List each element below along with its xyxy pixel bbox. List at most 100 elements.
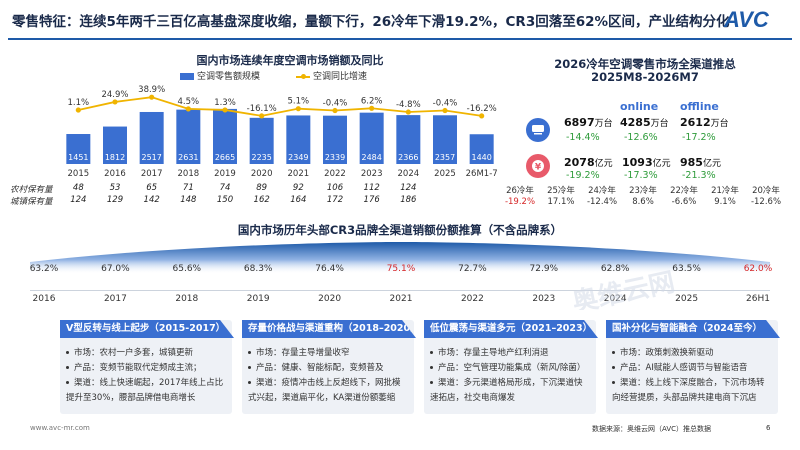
yoy-cell: 21冷年 9.1% [707, 186, 743, 208]
phase-panel: 国补分化与智能融合（2024至今） 市场：政策刺激换新驱动 产品：AI赋能人感调节与… [606, 320, 780, 414]
legend-bar-swatch [180, 73, 194, 80]
phase-panel-title: 国补分化与智能融合（2024至今） [606, 320, 780, 338]
bar-2017 [139, 111, 164, 164]
phase-panel-line: 市场：存量主导增量收窄 [248, 346, 350, 358]
growth-point [185, 106, 191, 112]
kpi-volume-online: 4285万台 [620, 116, 669, 129]
stock-row-label: 城镇保有量 [10, 197, 53, 207]
bullet-icon [612, 351, 615, 354]
stock-cell: 92 [292, 183, 304, 193]
share-value-label: 68.3% [243, 264, 273, 274]
phase-panel: V型反转与线上起步（2015-2017） 市场：农村一户多套，城镇更新 产品：变频节… [60, 320, 234, 414]
x-tick-label: 2018 [178, 169, 200, 179]
growth-point [442, 107, 448, 114]
right-panel-title: 2026冷年空调零售市场全渠道推总 2025M8-2026M7 [500, 58, 790, 84]
phase-panel-line: 市场：政策刺激换新驱动 [612, 346, 714, 358]
phase-panel-line: 产品：健康、智能标配，变频普及 [248, 361, 384, 373]
growth-line [78, 96, 482, 117]
phase-panel-title: 低位震荡与渠道多元（2021–2023） [424, 320, 598, 338]
share-chart-title: 国内市场历年头部CR3品牌全渠道销额份额推算（不含品牌系） [237, 223, 563, 237]
legend-line-swatch [296, 73, 310, 79]
x-tick-label: 2024 [398, 169, 420, 179]
kpi-volume-offline-unit: 万台 [710, 119, 729, 129]
yoy-value: -6.6% [671, 197, 697, 207]
x-tick-label: 2019 [214, 169, 236, 179]
phase-panel-text: 市场：存量主导增量收窄 [256, 348, 350, 358]
bar-2024 [396, 115, 421, 164]
share-value-label: 63.2% [29, 264, 59, 274]
kpi-value-offline-unit: 亿元 [702, 159, 721, 169]
growth-point [369, 105, 375, 111]
stock-cell: 71 [182, 183, 194, 193]
phase-panel-extra: 速拓店，社交电商爆发 [430, 393, 516, 403]
bullet-icon [430, 381, 433, 384]
kpi-volume-total-change: -14.4% [566, 132, 600, 143]
share-year-label: 2018 [175, 294, 199, 304]
kpi-value-offline-value: 985 [680, 156, 703, 169]
share-band [30, 242, 770, 274]
stock-cell: 176 [363, 195, 380, 205]
growth-label: 1.1% [68, 98, 90, 108]
share-value-label: 76.4% [315, 264, 344, 274]
bullet-icon [66, 351, 69, 354]
yoy-cell: 25冷年 17.1% [543, 186, 579, 208]
x-tick-label: 2025 [434, 169, 456, 179]
bar-value-label: 2631 [178, 153, 198, 162]
bullet-icon [248, 366, 251, 369]
phase-panel: 存量价格战与渠道重构（2018–2020） 市场：存量主导增量收窄 产品：健康、智能… [242, 320, 416, 414]
share-year-label: 26H1 [746, 294, 770, 304]
bar-2015 [66, 134, 91, 164]
bar-2016 [103, 126, 127, 164]
yoy-value: -12.4% [586, 197, 618, 207]
footer-url[interactable]: www.avc-mr.com [30, 424, 90, 432]
phase-panel-text: 渠道：线上线下深度融合，下沉市场转 [620, 378, 765, 388]
phase-panel-extra: 向经营提质，头部品牌共建电商下沉店 [612, 393, 757, 403]
growth-label: 38.9% [138, 85, 165, 95]
stock-cell: 124 [400, 183, 417, 193]
stock-cell: 65 [146, 183, 158, 193]
share-year-label: 2017 [103, 294, 127, 304]
phase-panel-text: 渠道：疫情冲击线上反超线下，网批模 [256, 378, 401, 388]
stock-row: 农村保有量 48 53 65 71 74 89 92 106 112 124 [10, 183, 496, 195]
stock-cell: 124 [70, 195, 87, 205]
growth-label: 6.2% [361, 96, 383, 106]
yoy-year: 23冷年 [629, 186, 657, 196]
stock-cell: 186 [400, 195, 417, 205]
bullet-icon [66, 366, 69, 369]
phase-panel: 低位震荡与渠道多元（2021–2023） 市场：存量主导地产红利消退 产品：空气管理… [424, 320, 598, 414]
bar-value-label: 2357 [435, 153, 455, 162]
share-year-label: 2019 [246, 294, 270, 304]
bar-2019 [213, 108, 237, 164]
bar-26M1-7 [469, 134, 494, 164]
phase-panel-text: 产品：变频节能取代定频成主流； [74, 363, 202, 373]
share-year-label: 2016 [32, 294, 56, 304]
growth-point [332, 107, 338, 114]
kpi-value-total-value: 2078 [564, 156, 595, 169]
kpi-value-offline-change: -21.3% [682, 170, 716, 181]
growth-point [112, 99, 118, 105]
bar-value-label: 2349 [288, 153, 308, 162]
right-panel-title-line1: 2026冷年空调零售市场全渠道推总 [554, 57, 736, 71]
growth-label: 1.3% [214, 98, 236, 108]
growth-point [149, 94, 155, 100]
growth-label: -0.4% [323, 99, 348, 109]
share-value-label: 62.0% [743, 264, 773, 274]
money-icon: ¥ [526, 154, 550, 178]
share-year-label: 2025 [675, 294, 699, 304]
kpi-value-total: 2078亿元 [564, 156, 613, 169]
growth-label: -16.2% [467, 104, 497, 114]
growth-label: -16.1% [247, 104, 277, 114]
bullet-icon [430, 351, 433, 354]
kpi-volume-online-value: 4285 [620, 116, 651, 129]
stock-cell: 164 [290, 195, 307, 205]
share-year-label: 2023 [532, 294, 556, 304]
yoy-strip: 26冷年 -19.2% 25冷年 17.1% 24冷年 -12.4% 23冷年 8.6% 22冷… [502, 186, 792, 210]
share-value-label: 72.7% [458, 264, 487, 274]
growth-point [405, 109, 411, 115]
right-panel-title-line2: 2025M8-2026M7 [591, 70, 699, 84]
phase-panel-line: 产品：变频节能取代定频成主流； [66, 361, 202, 373]
bar-2020 [249, 117, 274, 164]
x-tick-label: 2017 [141, 169, 163, 179]
stock-cell: 74 [219, 183, 231, 193]
yoy-value: 8.6% [632, 197, 654, 207]
